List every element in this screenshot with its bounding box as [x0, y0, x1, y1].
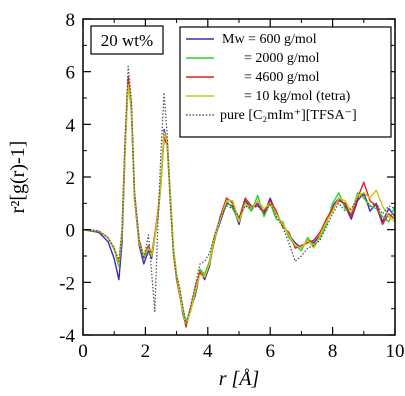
x-tick-label: 10 [386, 341, 405, 362]
legend-label: = 4600 g/mol [244, 70, 320, 85]
legend-label: = 2000 g/mol [244, 51, 320, 66]
y-tick-label: 4 [66, 115, 76, 136]
x-tick-label: 8 [328, 341, 338, 362]
y-axis-label: r²[g(r)-1] [7, 141, 29, 214]
x-tick-label: 6 [265, 341, 275, 362]
y-tick-label: 0 [66, 221, 76, 242]
y-tick-label: -4 [59, 326, 75, 347]
legend-box [179, 26, 392, 138]
x-tick-label: 2 [141, 341, 151, 362]
series-line-4 [83, 65, 395, 326]
y-tick-label: 2 [66, 168, 76, 189]
x-axis-label: r [Å] [219, 368, 260, 390]
y-tick-label: 6 [66, 63, 76, 84]
legend-label: = 10 kg/mol (tetra) [244, 89, 351, 104]
annotation-box [90, 25, 164, 55]
y-tick-label: 8 [66, 10, 76, 31]
curves-group [83, 65, 395, 328]
y-tick-label: -2 [59, 273, 75, 294]
legend-label: Mw = 600 g/mol [222, 32, 317, 47]
ticks-group: 0 2 4 6 8 10 -4 -2 0 2 4 6 8 [59, 10, 404, 362]
annotation-label: 20 wt% [101, 31, 153, 50]
legend-label: pure [C₂mIm⁺][TFSA⁻] [220, 108, 357, 123]
x-tick-label: 4 [203, 341, 213, 362]
x-tick-label: 0 [78, 341, 88, 362]
series-line-3 [83, 84, 395, 326]
legend: Mw = 600 g/mol = 2000 g/mol = 4600 g/mol = … [186, 32, 357, 123]
